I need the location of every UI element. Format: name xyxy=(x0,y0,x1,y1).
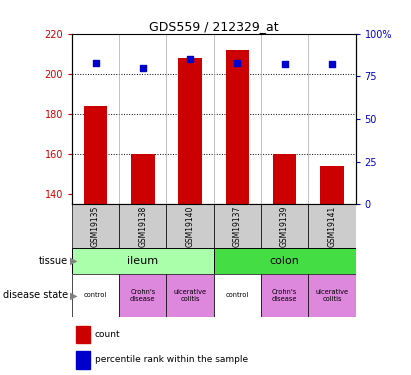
Text: colon: colon xyxy=(270,256,300,266)
Point xyxy=(187,56,193,62)
Text: GSM19140: GSM19140 xyxy=(186,205,194,247)
Bar xyxy=(261,204,308,248)
Bar xyxy=(166,274,214,317)
Bar xyxy=(214,204,261,248)
Text: tissue: tissue xyxy=(39,256,68,266)
Bar xyxy=(214,274,261,317)
Text: GSM19141: GSM19141 xyxy=(328,206,336,247)
Bar xyxy=(273,154,296,204)
Bar xyxy=(131,154,155,204)
Text: GSM19137: GSM19137 xyxy=(233,205,242,247)
Bar xyxy=(308,204,356,248)
Bar xyxy=(261,274,308,317)
Bar xyxy=(214,248,356,274)
Text: ▶: ▶ xyxy=(70,256,77,266)
Text: GSM19135: GSM19135 xyxy=(91,205,100,247)
Point xyxy=(92,60,99,66)
Text: control: control xyxy=(226,292,249,298)
Point xyxy=(281,62,288,68)
Bar xyxy=(84,106,107,204)
Text: GSM19138: GSM19138 xyxy=(139,206,147,247)
Bar xyxy=(72,204,119,248)
Title: GDS559 / 212329_at: GDS559 / 212329_at xyxy=(149,20,279,33)
Text: ileum: ileum xyxy=(127,256,158,266)
Text: percentile rank within the sample: percentile rank within the sample xyxy=(95,356,248,364)
Bar xyxy=(76,351,90,369)
Text: control: control xyxy=(84,292,107,298)
Point xyxy=(234,60,241,66)
Text: ▶: ▶ xyxy=(70,290,77,300)
Bar xyxy=(320,166,344,204)
Bar xyxy=(226,50,249,204)
Bar xyxy=(72,248,214,274)
Bar xyxy=(76,326,90,344)
Point xyxy=(328,62,335,68)
Text: GSM19139: GSM19139 xyxy=(280,205,289,247)
Text: Crohn's
disease: Crohn's disease xyxy=(272,289,298,302)
Text: Crohn's
disease: Crohn's disease xyxy=(130,289,156,302)
Text: count: count xyxy=(95,330,120,339)
Bar xyxy=(166,204,214,248)
Bar xyxy=(308,274,356,317)
Point xyxy=(139,65,146,71)
Text: ulcerative
colitis: ulcerative colitis xyxy=(173,289,207,302)
Text: ulcerative
colitis: ulcerative colitis xyxy=(315,289,349,302)
Text: disease state: disease state xyxy=(3,290,68,300)
Bar xyxy=(178,58,202,204)
Bar xyxy=(119,204,166,248)
Bar xyxy=(119,274,166,317)
Bar xyxy=(72,274,119,317)
